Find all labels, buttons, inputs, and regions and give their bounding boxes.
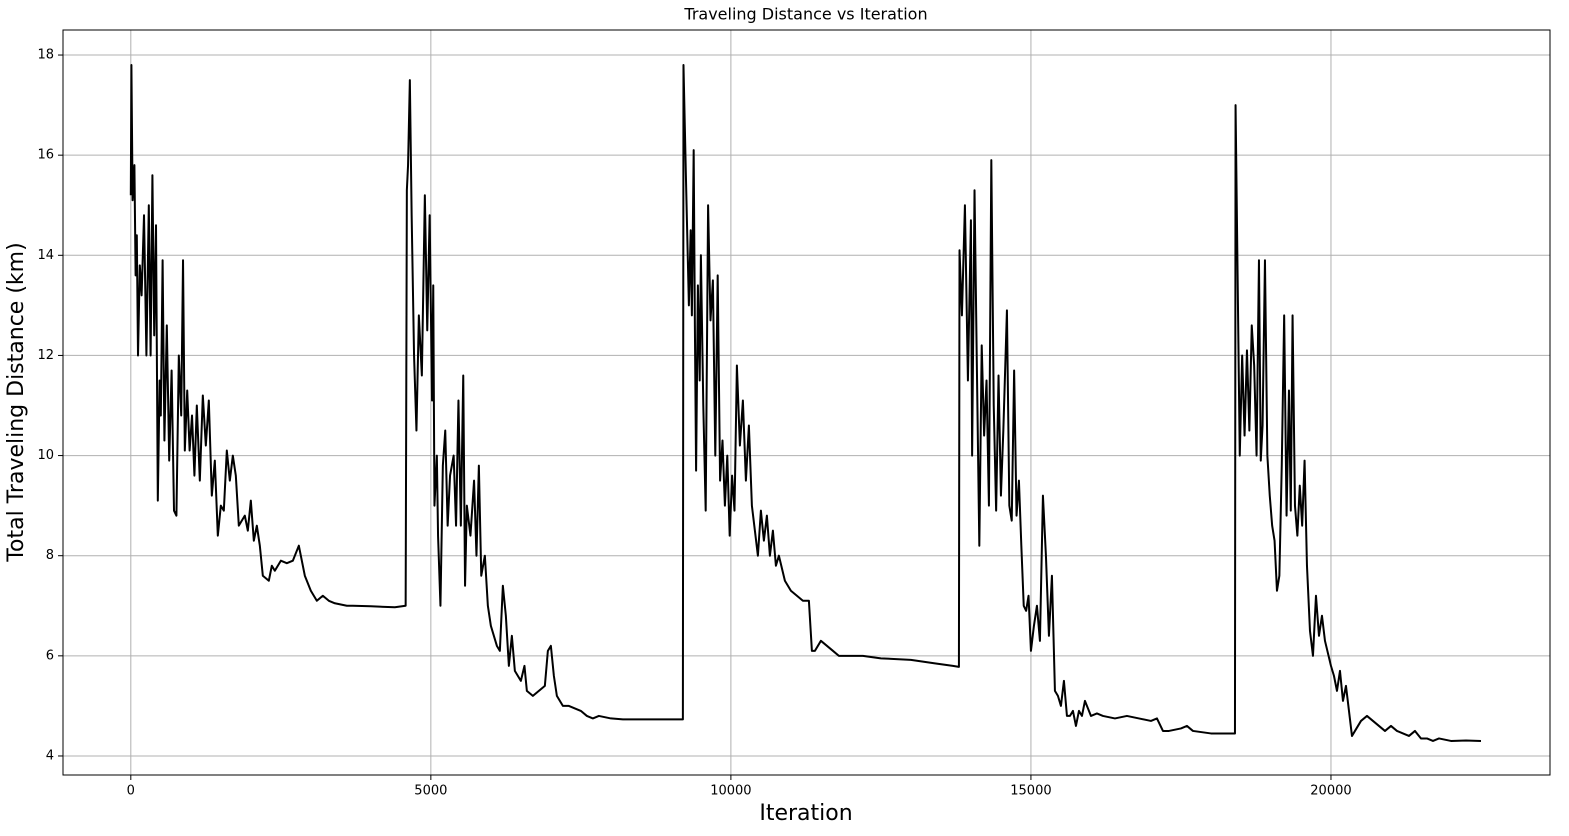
x-tick-label: 5000 — [414, 784, 447, 799]
y-axis-label: Total Traveling Distance (km) — [4, 242, 29, 562]
x-tick-label: 20000 — [1310, 784, 1351, 799]
x-tick-label: 10000 — [710, 784, 751, 799]
y-tick-label: 6 — [46, 648, 54, 663]
y-tick-label: 12 — [37, 348, 54, 363]
chart-title: Traveling Distance vs Iteration — [683, 5, 927, 24]
plot-frame — [62, 29, 1551, 776]
y-tick-label: 4 — [46, 748, 54, 763]
y-tick-label: 8 — [46, 548, 54, 563]
x-tick-label: 15000 — [1010, 784, 1051, 799]
y-tick-label: 18 — [37, 48, 54, 63]
data-line — [129, 64, 1482, 742]
y-tick-label: 16 — [37, 148, 54, 163]
y-tick-label: 14 — [37, 248, 54, 263]
x-axis-label: Iteration — [759, 801, 852, 826]
y-tick-label: 10 — [37, 448, 54, 463]
x-tick-label: 0 — [127, 784, 135, 799]
